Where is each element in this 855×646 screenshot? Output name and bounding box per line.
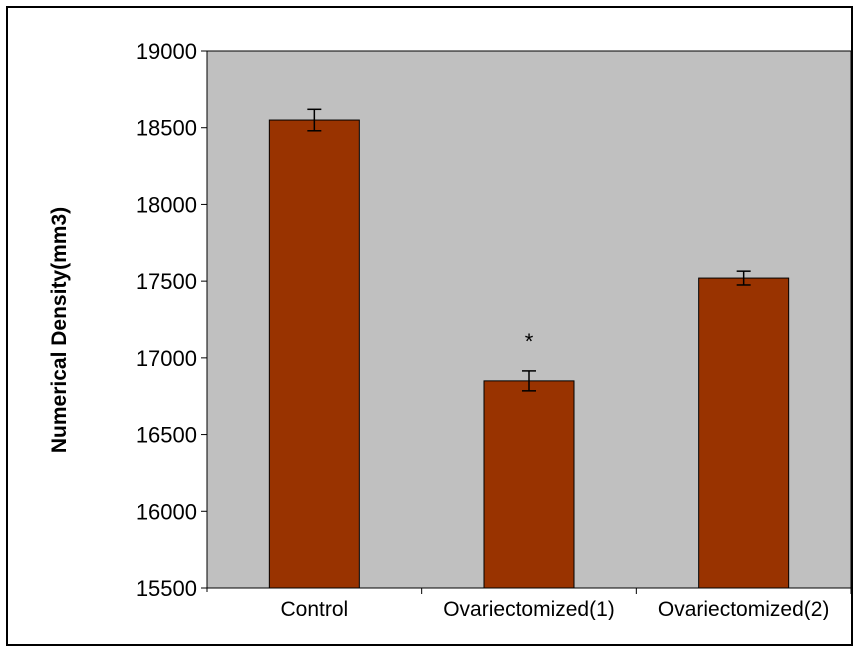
y-tick-label: 19000 (136, 39, 197, 64)
bar (268, 119, 360, 589)
x-axis: Control Ovariectomized(1) Ovariectomized(2… (207, 587, 852, 620)
y-tick-label: 15500 (136, 576, 197, 601)
y-axis-label: Numerical Density(mm3) (48, 207, 71, 453)
y-tick-label: 18000 (136, 192, 197, 217)
x-tick-label: Ovariectomized(2) (658, 598, 830, 620)
y-tick-label: 17500 (136, 269, 197, 294)
y-axis: 15500 16000 16500 17000 17500 18000 18500 19000 (136, 39, 208, 601)
x-tick-label: Control (280, 598, 348, 620)
annotations: * (525, 329, 534, 354)
error-bars (307, 108, 751, 392)
significance-marker: * (525, 329, 534, 354)
bar (483, 380, 575, 589)
y-tick-label: 18500 (136, 116, 197, 141)
bar (698, 277, 790, 589)
y-tick-label: 17000 (136, 346, 197, 371)
x-tick-label: Ovariectomized(1) (443, 598, 615, 620)
bar-chart: 15500 16000 16500 17000 17500 18000 18500 19000… (48, 39, 852, 620)
y-tick-label: 16000 (136, 499, 197, 524)
y-tick-label: 16500 (136, 423, 197, 448)
